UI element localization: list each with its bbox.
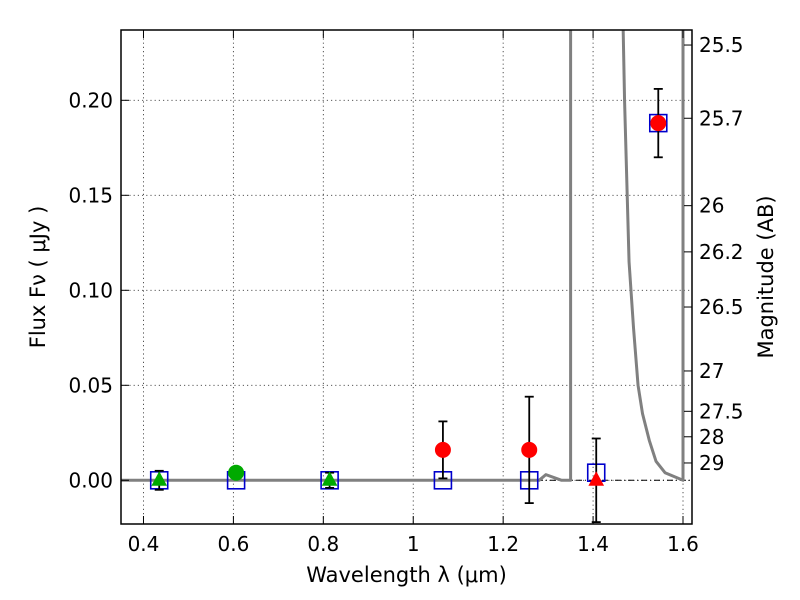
- y2-tick-label: 26.2: [699, 240, 744, 264]
- y-tick-label: 0.00: [68, 468, 113, 492]
- x-tick-label: 1: [407, 532, 420, 556]
- tick-marks: [121, 30, 692, 524]
- upper-limit-triangle: [588, 471, 605, 486]
- flux-circle-point: [228, 464, 245, 481]
- y2-axis-label: Magnitude (AB): [754, 195, 778, 358]
- y2-tick-label: 25.5: [699, 33, 744, 57]
- x-axis-label: Wavelength λ (μm): [306, 563, 507, 587]
- x-tick-label: 1.6: [667, 532, 699, 556]
- y-tick-label: 0.05: [68, 373, 113, 397]
- grid-lines: [121, 30, 692, 524]
- plot-area: [121, 30, 692, 523]
- y-tick-label: 0.20: [68, 88, 113, 112]
- tick-labels: 0.4 0.6 0.8 1 1.2 1.4 1.6 0.00 0.05 0.10 0.15 0.20 2…: [68, 33, 743, 556]
- x-tick-label: 0.4: [128, 532, 160, 556]
- y2-tick-label: 27: [699, 359, 724, 383]
- x-tick-label: 1.4: [577, 532, 609, 556]
- y2-tick-label: 28: [699, 425, 724, 449]
- flux-circle-point: [650, 115, 667, 132]
- y-tick-label: 0.15: [68, 183, 113, 207]
- y2-tick-label: 26: [699, 194, 724, 218]
- y2-tick-label: 29: [699, 451, 724, 475]
- plot-data: [121, 30, 692, 523]
- x-tick-label: 0.8: [307, 532, 339, 556]
- x-tick-label: 1.2: [487, 532, 519, 556]
- y2-tick-label: 26.5: [699, 295, 744, 319]
- y2-tick-label: 27.5: [699, 399, 744, 423]
- y-tick-label: 0.10: [68, 278, 113, 302]
- plot-frame: [120, 29, 693, 525]
- y-axis-label: Flux Fν ( μJy ): [26, 206, 50, 349]
- flux-circle-point: [521, 441, 538, 458]
- upper-limit-triangle: [321, 471, 338, 486]
- y2-tick-label: 25.7: [699, 106, 744, 130]
- flux-circle-point: [434, 441, 451, 458]
- x-tick-label: 0.6: [217, 532, 249, 556]
- model-sed-line: [121, 30, 685, 482]
- upper-limit-triangle: [151, 471, 168, 486]
